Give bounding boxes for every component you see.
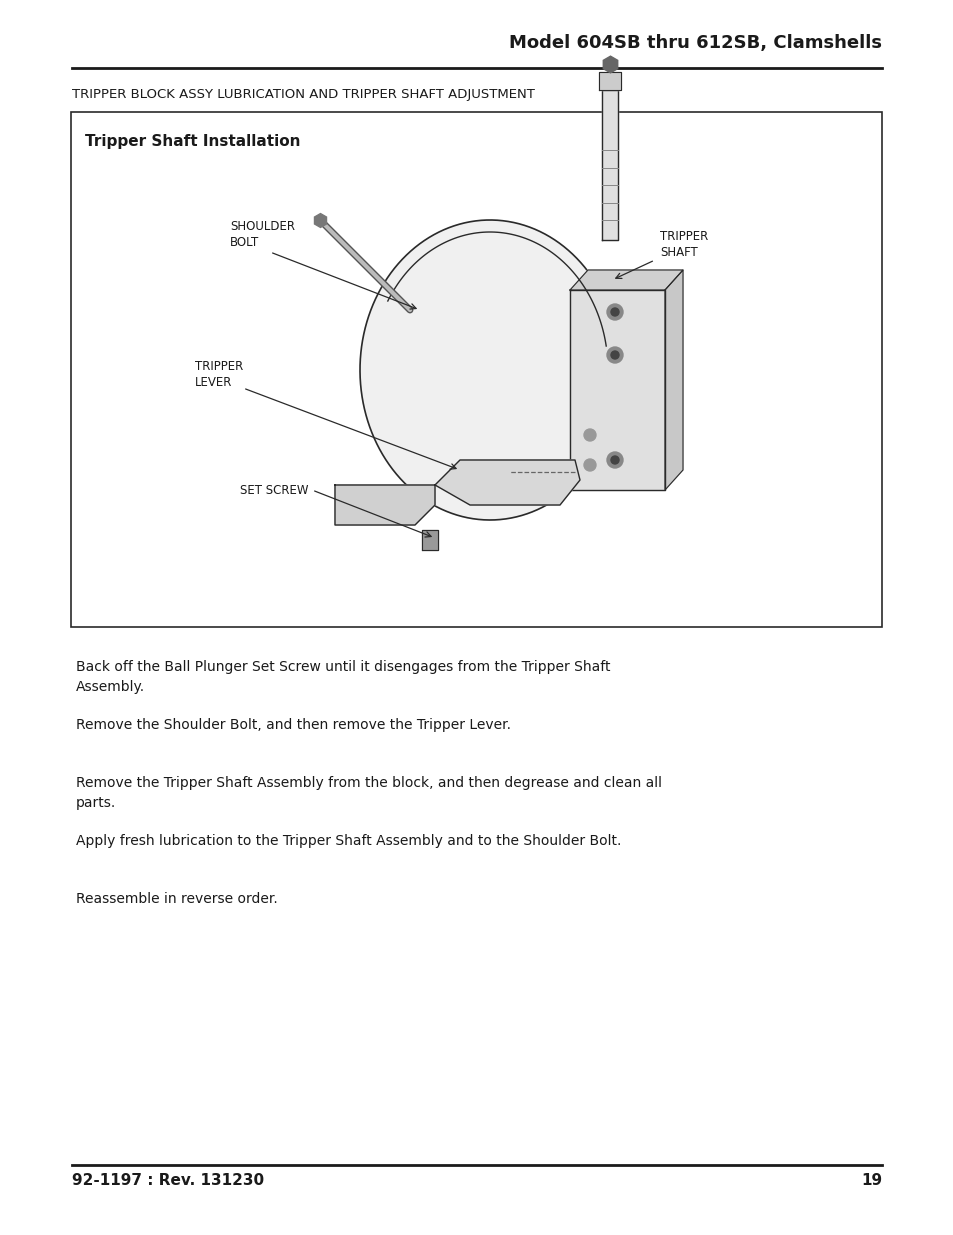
Polygon shape — [598, 72, 620, 90]
Circle shape — [610, 351, 618, 359]
Bar — [71, 112, 882, 627]
Text: Model 604SB thru 612SB, Clamshells: Model 604SB thru 612SB, Clamshells — [509, 35, 882, 52]
Text: TRIPPER
LEVER: TRIPPER LEVER — [194, 359, 243, 389]
Text: Reassemble in reverse order.: Reassemble in reverse order. — [75, 892, 277, 906]
Text: 92-1197 : Rev. 131230: 92-1197 : Rev. 131230 — [71, 1173, 263, 1188]
Circle shape — [610, 456, 618, 464]
Polygon shape — [569, 290, 664, 490]
Polygon shape — [435, 459, 579, 505]
Polygon shape — [601, 90, 618, 240]
Text: Remove the Tripper Shaft Assembly from the block, and then degrease and clean al: Remove the Tripper Shaft Assembly from t… — [75, 776, 660, 810]
Polygon shape — [359, 220, 619, 520]
Text: Back off the Ball Plunger Set Screw until it disengages from the Tripper Shaft
A: Back off the Ball Plunger Set Screw unti… — [75, 659, 609, 694]
Circle shape — [610, 308, 618, 316]
Circle shape — [583, 459, 596, 471]
Text: 19: 19 — [861, 1173, 882, 1188]
Polygon shape — [569, 270, 682, 290]
Text: Apply fresh lubrication to the Tripper Shaft Assembly and to the Shoulder Bolt.: Apply fresh lubrication to the Tripper S… — [75, 834, 620, 848]
Text: Tripper Shaft Installation: Tripper Shaft Installation — [85, 135, 300, 149]
Text: TRIPPER
SHAFT: TRIPPER SHAFT — [659, 230, 707, 259]
Circle shape — [606, 347, 622, 363]
Polygon shape — [664, 270, 682, 490]
Circle shape — [606, 304, 622, 320]
Circle shape — [583, 429, 596, 441]
Text: TRIPPER BLOCK ASSY LUBRICATION AND TRIPPER SHAFT ADJUSTMENT: TRIPPER BLOCK ASSY LUBRICATION AND TRIPP… — [71, 88, 534, 101]
Text: SET SCREW: SET SCREW — [240, 483, 308, 496]
Polygon shape — [335, 485, 435, 525]
Bar — [421, 530, 437, 550]
Circle shape — [606, 452, 622, 468]
Text: SHOULDER
BOLT: SHOULDER BOLT — [230, 220, 294, 249]
Text: Remove the Shoulder Bolt, and then remove the Tripper Lever.: Remove the Shoulder Bolt, and then remov… — [75, 718, 510, 732]
